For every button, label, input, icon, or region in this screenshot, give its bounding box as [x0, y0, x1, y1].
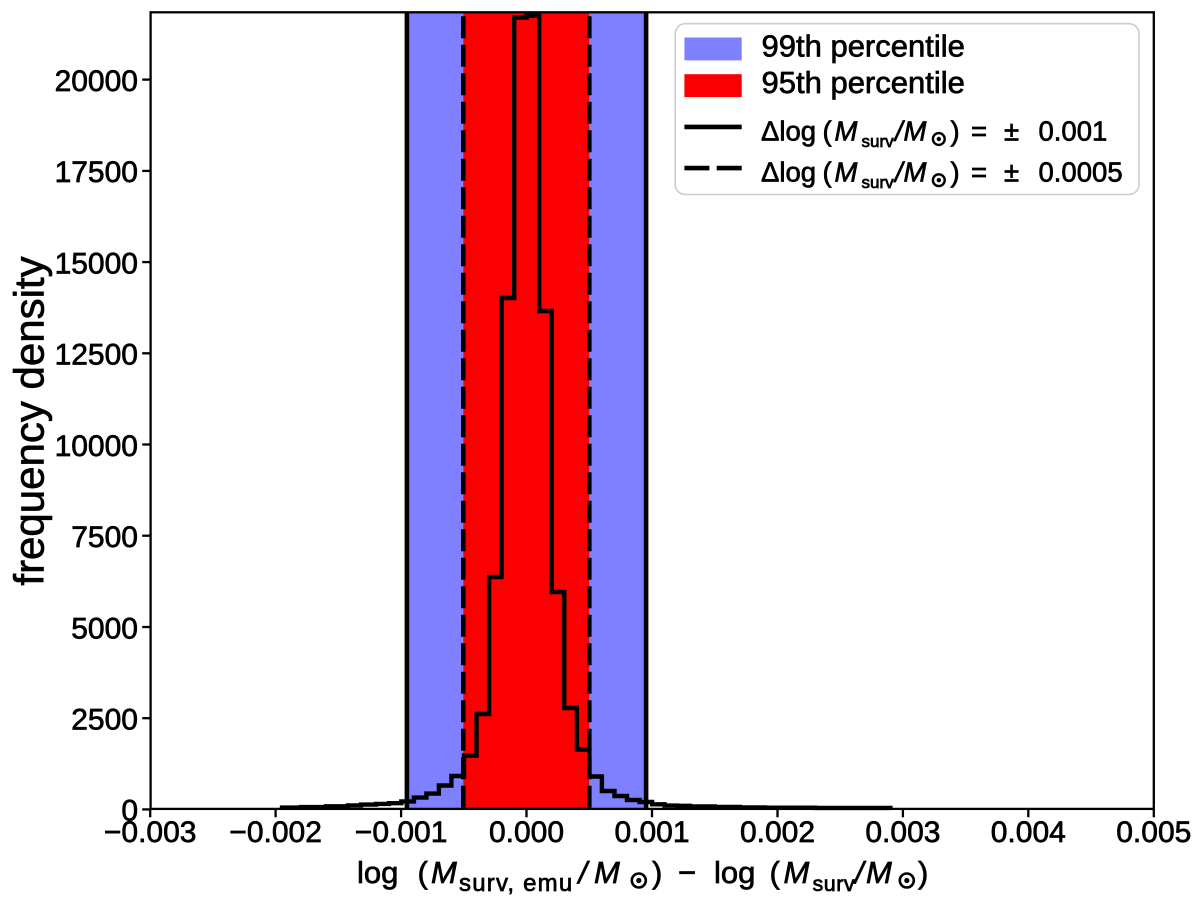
svg-text:log: log [357, 855, 398, 890]
svg-text:(: ( [823, 116, 832, 147]
svg-text:M: M [904, 157, 927, 188]
svg-text:0.0005: 0.0005 [1039, 157, 1123, 188]
svg-text:M: M [431, 855, 457, 890]
svg-text:0.005: 0.005 [1116, 816, 1191, 849]
svg-text:0.000: 0.000 [489, 816, 564, 849]
svg-text:): ) [652, 855, 662, 890]
svg-text:=: = [971, 116, 987, 147]
svg-text:7500: 7500 [71, 521, 138, 554]
svg-text:surv: surv [862, 132, 895, 151]
svg-text:±: ± [1004, 157, 1019, 188]
svg-text:Δlog: Δlog [761, 116, 816, 147]
svg-text:M: M [904, 116, 927, 147]
svg-text:0: 0 [121, 795, 138, 828]
svg-text:5000: 5000 [71, 612, 138, 645]
svg-text:/: / [893, 116, 905, 147]
svg-text:M: M [594, 855, 620, 890]
svg-text:(: ( [418, 855, 429, 890]
svg-text:0.002: 0.002 [740, 816, 815, 849]
svg-text:±: ± [1004, 116, 1019, 147]
svg-text:surv: surv [813, 872, 856, 896]
svg-text:Δlog: Δlog [761, 157, 816, 188]
svg-text:2500: 2500 [71, 704, 138, 737]
svg-text:M: M [866, 855, 892, 890]
svg-text:0.001: 0.001 [614, 816, 689, 849]
svg-text:12500: 12500 [55, 339, 138, 372]
svg-text:10000: 10000 [55, 430, 138, 463]
svg-text:M: M [835, 116, 858, 147]
svg-text:/: / [893, 157, 905, 188]
svg-text:frequency density: frequency density [6, 256, 53, 585]
svg-text:surv, emu: surv, emu [459, 870, 573, 897]
svg-text:0.003: 0.003 [865, 816, 940, 849]
svg-text:95th percentile: 95th percentile [762, 65, 965, 100]
svg-text:M: M [835, 157, 858, 188]
svg-text:99th percentile: 99th percentile [762, 29, 965, 64]
svg-text:15000: 15000 [55, 247, 138, 280]
svg-text:0.001: 0.001 [1039, 116, 1108, 147]
svg-text:−: − [678, 855, 696, 890]
svg-text:M: M [784, 855, 810, 890]
svg-text:): ) [951, 116, 960, 147]
svg-text:): ) [951, 157, 960, 188]
svg-text:−0.002: −0.002 [229, 816, 322, 849]
svg-text:surv: surv [862, 173, 895, 192]
svg-text:20000: 20000 [55, 65, 138, 98]
svg-text:17500: 17500 [55, 156, 138, 189]
svg-text:0.004: 0.004 [991, 816, 1066, 849]
svg-text:−0.003: −0.003 [104, 816, 197, 849]
svg-text:log: log [714, 855, 755, 890]
svg-text:(: ( [770, 855, 781, 890]
svg-text:): ) [918, 855, 928, 890]
svg-text:=: = [971, 157, 987, 188]
svg-text:−0.001: −0.001 [355, 816, 448, 849]
svg-text:(: ( [823, 157, 832, 188]
